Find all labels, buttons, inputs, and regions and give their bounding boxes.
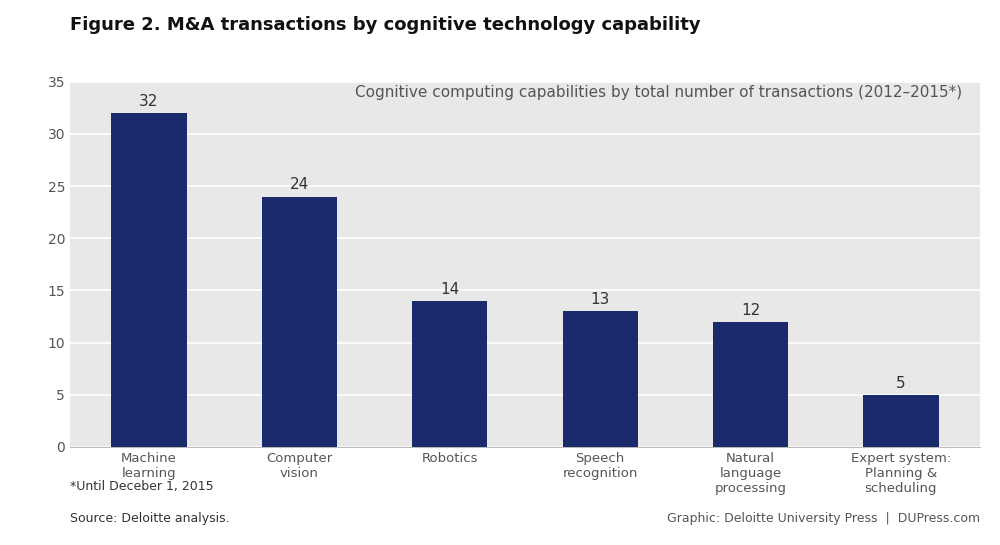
Text: 14: 14 — [440, 282, 459, 296]
Text: 13: 13 — [591, 292, 610, 307]
Bar — [713, 322, 788, 447]
Text: 24: 24 — [290, 177, 309, 192]
Bar — [563, 311, 638, 447]
Bar — [863, 395, 939, 447]
Text: Figure 2. M&A transactions by cognitive technology capability: Figure 2. M&A transactions by cognitive … — [70, 16, 701, 34]
Text: Source: Deloitte analysis.: Source: Deloitte analysis. — [70, 512, 230, 525]
Bar — [111, 113, 187, 447]
Text: Graphic: Deloitte University Press  |  DUPress.com: Graphic: Deloitte University Press | DUP… — [667, 512, 980, 525]
Bar — [412, 301, 487, 447]
Bar — [262, 197, 337, 447]
Text: 5: 5 — [896, 376, 906, 391]
Text: Cognitive computing capabilities by total number of transactions (2012–2015*): Cognitive computing capabilities by tota… — [355, 86, 962, 100]
Text: 32: 32 — [139, 94, 159, 109]
Text: *Until Deceber 1, 2015: *Until Deceber 1, 2015 — [70, 480, 214, 493]
Text: 12: 12 — [741, 302, 760, 318]
